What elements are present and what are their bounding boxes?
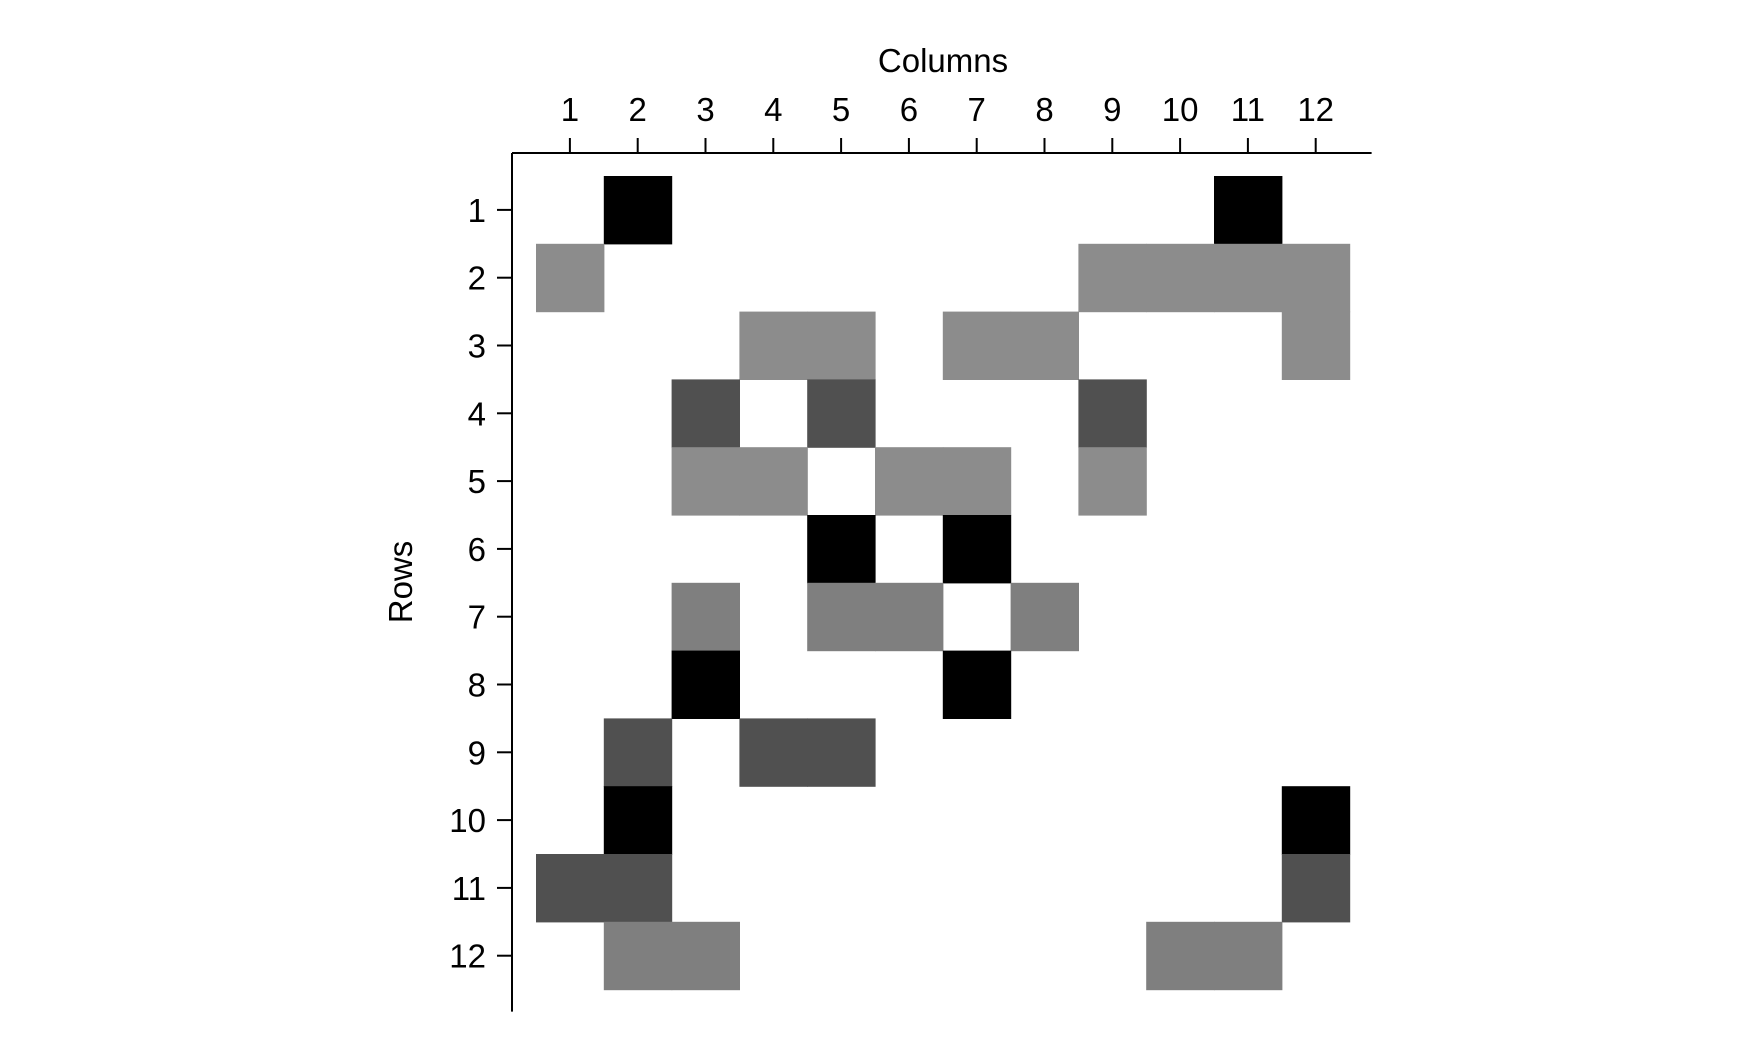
heatmap-cell-r7-c3 — [671, 582, 740, 652]
x-tick-label-10: 10 — [1162, 91, 1199, 128]
y-axis-title: Rows — [382, 541, 419, 624]
heatmap-cell-r3-c4 — [739, 311, 808, 380]
heatmap-cells — [536, 176, 1351, 991]
heatmap-cell-r11-c2 — [603, 854, 673, 923]
heatmap-cell-r5-c7 — [942, 447, 1012, 516]
x-tick-label-9: 9 — [1103, 91, 1121, 128]
heatmap-cell-r4-c3 — [671, 379, 740, 448]
heatmap-cell-r3-c12 — [1281, 311, 1351, 380]
x-tick-label-6: 6 — [900, 91, 918, 128]
heatmap-cell-r5-c4 — [739, 447, 808, 516]
heatmap-cell-r7-c8 — [1010, 582, 1079, 652]
y-tick-label-12: 12 — [449, 938, 486, 975]
x-axis-title: Columns — [878, 42, 1008, 79]
heatmap-cell-r9-c4 — [739, 718, 808, 787]
heatmap-cell-r12-c10 — [1146, 921, 1215, 991]
heatmap-cell-r1-c11 — [1214, 176, 1283, 245]
heatmap-cell-r3-c7 — [942, 311, 1012, 380]
heatmap-cell-r5-c3 — [671, 447, 740, 516]
heatmap-cell-r7-c5 — [807, 582, 876, 652]
heatmap-cell-r5-c9 — [1078, 447, 1147, 516]
x-tick-label-2: 2 — [629, 91, 647, 128]
heatmap-cell-r8-c3 — [671, 650, 740, 719]
x-tick-label-3: 3 — [696, 91, 714, 128]
y-tick-label-5: 5 — [468, 463, 486, 500]
heatmap-cell-r2-c1 — [536, 243, 605, 313]
y-tick-label-1: 1 — [468, 192, 486, 229]
y-tick-label-4: 4 — [468, 395, 486, 432]
heatmap-cell-r4-c9 — [1078, 379, 1147, 448]
heatmap-cell-r7-c6 — [875, 582, 944, 652]
y-tick-label-3: 3 — [468, 328, 486, 365]
heatmap-cell-r1-c2 — [603, 176, 673, 245]
y-tick-label-9: 9 — [468, 734, 486, 771]
heatmap-cell-r8-c7 — [942, 650, 1012, 719]
x-tick-label-4: 4 — [764, 91, 782, 128]
y-tick-label-6: 6 — [468, 531, 486, 568]
y-tick-label-11: 11 — [452, 870, 486, 907]
heatmap-cell-r3-c8 — [1010, 311, 1079, 380]
heatmap-cell-r2-c11 — [1214, 243, 1283, 313]
heatmap-cell-r11-c1 — [536, 854, 605, 923]
x-tick-label-5: 5 — [832, 91, 850, 128]
y-tick-label-8: 8 — [468, 667, 486, 704]
heatmap-cell-r12-c11 — [1214, 921, 1283, 991]
heatmap-cell-r2-c12 — [1281, 243, 1351, 313]
x-tick-label-7: 7 — [968, 91, 986, 128]
heatmap-cell-r10-c2 — [603, 786, 673, 855]
x-tick-label-8: 8 — [1035, 91, 1053, 128]
heatmap-cell-r12-c3 — [671, 921, 740, 991]
heatmap-cell-r2-c9 — [1078, 243, 1147, 313]
heatmap-cell-r10-c12 — [1281, 786, 1351, 855]
heatmap-cell-r6-c5 — [807, 515, 876, 584]
heatmap-cell-r9-c5 — [807, 718, 876, 787]
x-tick-label-11: 11 — [1231, 91, 1265, 128]
y-tick-label-10: 10 — [449, 802, 486, 839]
heatmap-cell-r5-c6 — [875, 447, 944, 516]
heatmap-cell-r11-c12 — [1281, 854, 1351, 923]
y-tick-label-2: 2 — [468, 260, 486, 297]
heatmap-cell-r9-c2 — [603, 718, 673, 787]
heatmap-cell-r12-c2 — [603, 921, 673, 991]
x-tick-label-12: 12 — [1297, 91, 1334, 128]
x-tick-label-1: 1 — [561, 91, 579, 128]
heatmap-cell-r3-c5 — [807, 311, 876, 380]
heatmap-cell-r4-c5 — [807, 379, 876, 448]
heatmap-cell-r6-c7 — [942, 515, 1012, 584]
y-tick-label-7: 7 — [468, 599, 486, 636]
heatmap-cell-r2-c10 — [1146, 243, 1215, 313]
